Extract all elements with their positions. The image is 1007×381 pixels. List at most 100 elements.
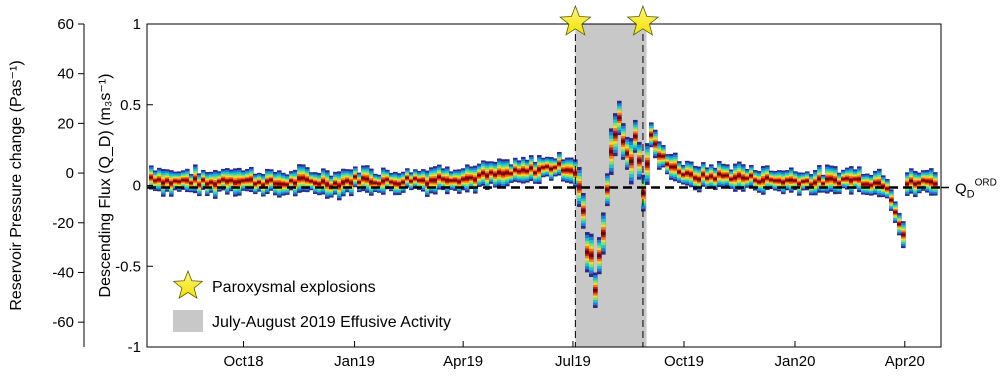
- heat-column-142-layer-7: [717, 173, 722, 176]
- heat-column-92: [517, 160, 522, 183]
- left-axis-tick-label-6: -60: [52, 314, 74, 331]
- heat-column-172: [837, 172, 842, 194]
- heat-column-104: [565, 157, 570, 183]
- heat-column-79: [465, 164, 470, 193]
- left-axis-label: Reservoir Pressure change (Pas⁻¹): [8, 60, 25, 310]
- heat-column-78-layer-7: [461, 178, 466, 181]
- heat-column-82-layer-7: [477, 174, 482, 177]
- heat-column-194-layer-7: [925, 180, 930, 183]
- heat-column-179: [865, 173, 870, 196]
- heat-column-165: [809, 174, 814, 196]
- heat-column-185-layer-7: [889, 199, 894, 201]
- heat-column-101-layer-7: [553, 166, 558, 169]
- heat-column-8: [181, 170, 186, 190]
- heat-column-73: [441, 168, 446, 191]
- heat-column-7: [177, 171, 182, 192]
- heat-column-137-layer-7: [697, 178, 702, 181]
- heat-column-37: [297, 164, 302, 193]
- heat-column-145: [729, 169, 734, 189]
- heat-column-105: [569, 157, 574, 184]
- heat-column-167: [817, 165, 822, 193]
- heat-column-42: [317, 172, 322, 196]
- heat-column-146: [733, 163, 738, 192]
- heat-column-150: [749, 164, 754, 187]
- heat-column-141: [713, 167, 718, 190]
- heat-column-135: [689, 161, 694, 188]
- heat-column-117-layer-7: [617, 116, 622, 120]
- heat-column-196-layer-7: [933, 182, 938, 185]
- shaded-period-0: [575, 24, 647, 347]
- left-axis-tick-label-2: 20: [57, 115, 74, 132]
- heat-column-31-layer-7: [273, 182, 278, 185]
- heat-column-144-layer-7: [725, 174, 730, 177]
- heat-column-5: [169, 170, 174, 197]
- heat-column-6-layer-7: [173, 180, 178, 182]
- heat-column-176-layer-7: [853, 178, 858, 180]
- heat-column-121-layer-7: [633, 135, 638, 138]
- heat-column-188: [901, 221, 906, 249]
- heat-column-54-layer-7: [365, 177, 370, 181]
- heat-column-180-layer-7: [869, 184, 874, 187]
- heat-band-layer: [149, 100, 938, 308]
- heat-column-24-layer-7: [245, 179, 250, 182]
- heat-column-76-layer-7: [453, 179, 458, 182]
- heat-column-161-layer-7: [793, 179, 798, 182]
- heat-column-65-layer-7: [409, 180, 414, 182]
- heat-column-147-layer-7: [737, 174, 742, 177]
- heat-column-113-layer-7: [601, 231, 606, 236]
- heat-column-159-layer-7: [785, 179, 790, 182]
- heat-column-93: [521, 156, 526, 184]
- heat-column-182: [877, 168, 882, 198]
- heat-column-54: [365, 165, 370, 193]
- heat-column-48: [341, 168, 346, 197]
- heat-column-44: [325, 170, 330, 199]
- heat-column-0-layer-7: [149, 176, 154, 179]
- event-star-icon-0: [559, 4, 592, 36]
- heat-column-130-layer-7: [669, 165, 674, 168]
- heat-column-180: [869, 174, 874, 196]
- heat-column-36: [293, 169, 298, 197]
- heat-column-75-layer-7: [449, 179, 454, 182]
- heat-column-189-layer-7: [905, 183, 910, 186]
- x-tick-label-5: Jan20: [775, 353, 816, 370]
- heat-column-131-layer-7: [673, 165, 678, 169]
- heat-column-175-layer-7: [849, 179, 854, 182]
- heat-column-17: [217, 171, 222, 192]
- heat-column-29-layer-7: [265, 180, 270, 183]
- heat-column-26: [253, 173, 258, 195]
- heat-column-119: [625, 136, 630, 170]
- right-axis-tick-label-4: -1: [128, 339, 141, 356]
- right-axis-tick-label-0: 1: [133, 16, 141, 33]
- heat-column-47: [337, 171, 342, 201]
- heat-column-69-layer-7: [425, 182, 430, 185]
- heat-column-20: [229, 169, 234, 192]
- heat-column-12: [197, 173, 202, 197]
- heat-column-90-layer-7: [509, 172, 514, 175]
- heat-column-186: [893, 201, 898, 223]
- heat-column-2: [157, 167, 162, 192]
- heat-column-53-layer-7: [361, 177, 366, 180]
- heat-column-63-layer-7: [401, 181, 406, 184]
- heat-column-106: [573, 159, 578, 188]
- heat-column-137: [697, 166, 702, 193]
- heat-column-13-layer-7: [201, 179, 206, 181]
- heat-column-154: [765, 165, 770, 191]
- heat-column-143-layer-7: [721, 174, 726, 177]
- heat-column-40: [309, 172, 314, 191]
- heat-column-151-layer-7: [753, 179, 758, 182]
- heat-column-165-layer-7: [809, 183, 814, 186]
- heat-column-85-layer-7: [489, 171, 494, 174]
- heat-column-128: [661, 145, 666, 168]
- heat-column-170-layer-7: [829, 177, 834, 180]
- heat-column-34-layer-7: [285, 183, 290, 186]
- legend: Paroxysmal explosions July-August 2019 Ef…: [172, 269, 451, 332]
- heat-column-100: [549, 157, 554, 181]
- heat-column-177-layer-7: [857, 178, 862, 181]
- heat-column-160-layer-7: [789, 179, 794, 182]
- heat-column-132: [677, 161, 682, 183]
- heat-column-83: [481, 160, 486, 186]
- heat-column-157: [777, 170, 782, 192]
- heat-column-47-layer-7: [337, 184, 342, 187]
- heat-column-10-layer-7: [189, 182, 194, 184]
